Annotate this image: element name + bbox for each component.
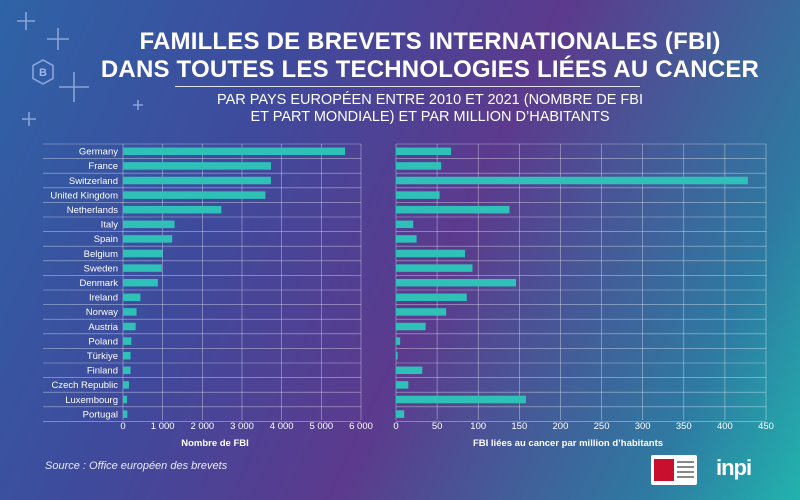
bar (123, 249, 163, 258)
bar (396, 410, 405, 418)
x-tick-label: 2 000 (190, 421, 214, 432)
inpi-logo: inpi (716, 455, 752, 480)
x-axis-label: Nombre de FBI (181, 438, 249, 449)
category-label: Sweden (84, 263, 118, 274)
bar (396, 264, 473, 272)
plus-icon (59, 72, 89, 102)
category-label: Germany (79, 147, 118, 158)
bar (123, 278, 158, 287)
bar (396, 366, 423, 375)
bar (123, 381, 129, 389)
plus-icon (133, 100, 143, 110)
title-line-1: FAMILLES DE BREVETS INTERNATIONALES (FBI… (139, 28, 721, 55)
x-axis-label: FBI liées au cancer par million d’habita… (473, 438, 663, 449)
category-label: France (88, 161, 118, 172)
bar (396, 381, 409, 389)
bar (396, 337, 401, 345)
x-tick-label: 5 000 (309, 421, 333, 432)
bar (123, 337, 132, 345)
bar (123, 205, 222, 214)
category-label: United Kingdom (50, 190, 118, 201)
hexagon-icon (32, 59, 54, 85)
title-divider (175, 86, 640, 87)
x-tick-label: 1 000 (151, 421, 175, 432)
x-tick-label: 4 000 (270, 421, 294, 432)
bar (396, 308, 447, 316)
bar (396, 205, 510, 214)
bar (123, 147, 346, 156)
epo-logo-mark (654, 459, 674, 481)
bar (123, 410, 128, 418)
bar (396, 278, 517, 287)
bar (396, 322, 426, 331)
bar (396, 162, 442, 170)
epo-logo (651, 455, 697, 485)
x-tick-label: 50 (432, 421, 443, 432)
bar (123, 308, 137, 316)
category-label: Ireland (89, 293, 118, 304)
source-note: Source : Office européen des brevets (45, 460, 228, 472)
category-label: Czech Republic (51, 380, 118, 391)
bar (123, 264, 162, 272)
bar (396, 351, 398, 360)
x-tick-label: 0 (120, 421, 125, 432)
x-tick-label: 6 000 (349, 421, 373, 432)
category-label: Austria (88, 322, 118, 333)
x-tick-label: 200 (553, 421, 569, 432)
bar (396, 395, 526, 404)
bar (123, 235, 173, 243)
category-label: Portugal (83, 409, 118, 420)
x-tick-label: 100 (470, 421, 486, 432)
x-tick-label: 350 (676, 421, 692, 432)
category-label: Italy (101, 220, 119, 231)
category-label: Netherlands (67, 205, 118, 216)
bar (123, 191, 266, 199)
x-tick-label: 400 (717, 421, 733, 432)
plus-icon (17, 12, 35, 30)
bar (396, 235, 417, 243)
category-label: Norway (86, 307, 118, 318)
x-tick-label: 0 (393, 421, 398, 432)
category-label: Finland (87, 366, 118, 377)
category-label: Denmark (79, 278, 118, 289)
bar (396, 220, 414, 229)
bar (396, 147, 452, 156)
x-tick-label: 150 (511, 421, 527, 432)
bar (123, 220, 175, 229)
bar (123, 162, 271, 170)
category-label: Spain (94, 234, 118, 245)
category-label: Luxembourg (65, 395, 118, 406)
bar (123, 293, 141, 302)
bar (123, 176, 271, 185)
category-label: Switzerland (69, 176, 118, 187)
plus-icon (22, 112, 36, 126)
x-tick-label: 300 (635, 421, 651, 432)
x-tick-label: 3 000 (230, 421, 254, 432)
subtitle-line-2: ET PART MONDIALE) ET PAR MILLION D’HABIT… (250, 109, 610, 125)
category-label: Türkiye (87, 351, 118, 362)
bar (396, 176, 748, 185)
bar (123, 351, 131, 360)
category-label: Belgium (84, 249, 118, 260)
bar (396, 249, 466, 258)
bar (396, 293, 467, 302)
title-line-2: DANS TOUTES LES TECHNOLOGIES LIÉES AU CA… (100, 56, 760, 83)
bar (396, 191, 440, 199)
bar (123, 366, 131, 375)
bar (123, 322, 136, 331)
bar (123, 395, 127, 404)
x-tick-label: 450 (758, 421, 774, 432)
category-label: Poland (88, 336, 118, 347)
x-tick-label: 250 (594, 421, 610, 432)
subtitle-line-1: PAR PAYS EUROPÉEN ENTRE 2010 ET 2021 (NO… (216, 92, 643, 108)
plus-icon (47, 28, 69, 50)
bitcoin-hexagon-letter: B (39, 67, 47, 79)
